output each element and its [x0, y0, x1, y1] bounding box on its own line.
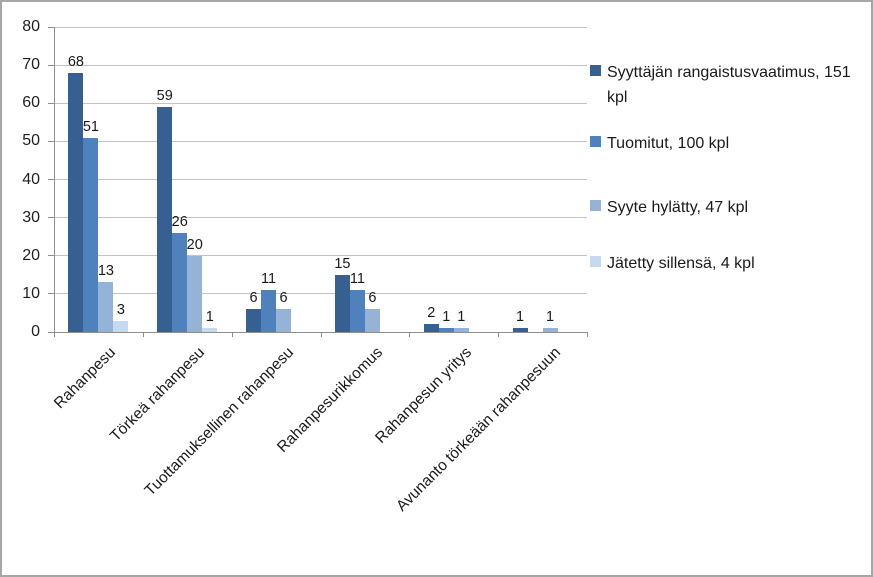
- legend-item: Tuomitut, 100 kpl: [590, 131, 859, 156]
- bar: [438, 328, 454, 332]
- data-label: 15: [334, 255, 351, 272]
- data-label: 26: [171, 213, 188, 230]
- data-label: 6: [249, 290, 258, 307]
- x-axis-tick: [409, 332, 411, 337]
- y-axis-tick-label: 10: [22, 284, 40, 302]
- data-label: 1: [516, 309, 525, 326]
- y-axis-tick-label: 60: [22, 94, 40, 112]
- bar: [512, 328, 528, 332]
- x-axis-tick: [231, 332, 233, 337]
- data-label: 6: [368, 290, 377, 307]
- data-label: 3: [116, 301, 125, 318]
- data-label: 51: [82, 118, 99, 135]
- legend-label: Tuomitut, 100 kpl: [607, 135, 730, 152]
- legend-color-swatch: [590, 65, 601, 76]
- bar: [261, 290, 277, 332]
- x-axis-tick: [142, 332, 144, 337]
- data-label: 1: [457, 309, 466, 326]
- bar: [157, 107, 173, 332]
- y-axis-tick-label: 70: [22, 56, 40, 74]
- bar: [187, 255, 203, 332]
- x-axis-line: [48, 332, 587, 333]
- y-axis-tick: [48, 217, 54, 219]
- data-label: 2: [427, 305, 436, 322]
- legend: Syyttäjän rangaistusvaatimus, 151 kpl Tuo…: [590, 2, 866, 575]
- gridline: [54, 179, 587, 180]
- y-axis-line: [54, 27, 55, 332]
- y-axis-tick: [48, 293, 54, 295]
- data-label: 1: [442, 309, 451, 326]
- y-axis-tick: [48, 26, 54, 28]
- legend-item: Syyttäjän rangaistusvaatimus, 151 kpl: [590, 60, 859, 110]
- y-axis-tick-label: 40: [22, 170, 40, 188]
- bar: [423, 324, 439, 332]
- legend-label: Jätetty sillensä, 4 kpl: [607, 255, 755, 272]
- legend-color-swatch: [590, 136, 601, 147]
- legend-label: Syyte hylätty, 47 kpl: [607, 199, 749, 216]
- y-axis-tick-label: 30: [22, 208, 40, 226]
- data-label: 11: [349, 271, 365, 288]
- legend-color-swatch: [590, 200, 601, 211]
- bar: [172, 232, 188, 332]
- y-axis-tick: [48, 255, 54, 257]
- y-axis-tick-label: 20: [22, 246, 40, 264]
- legend-color-swatch: [590, 256, 601, 267]
- y-axis-tick-label: 0: [31, 323, 40, 340]
- gridline: [54, 140, 587, 142]
- gridline: [54, 64, 587, 66]
- x-axis-tick: [54, 332, 55, 337]
- plot-area: 68 59 6 15 2 1 51 26 11 11 1 13 20 6 6 1 1 3 1: [54, 26, 587, 332]
- y-axis-tick: [48, 102, 54, 104]
- data-label: 11: [261, 271, 277, 288]
- x-axis-tick: [320, 332, 322, 337]
- bar: [83, 137, 99, 332]
- bar: [334, 274, 350, 332]
- data-label: 68: [67, 53, 84, 70]
- gridline: [54, 255, 587, 257]
- data-label: 59: [156, 88, 173, 105]
- data-label: 6: [279, 290, 288, 307]
- bar: [68, 72, 84, 332]
- bar: [542, 328, 558, 332]
- data-label: 13: [97, 263, 114, 280]
- bar: [113, 320, 129, 332]
- bar: [276, 309, 292, 332]
- gridline: [54, 293, 587, 295]
- data-label: 1: [546, 309, 555, 326]
- y-axis-tick: [48, 64, 54, 66]
- bar: [202, 328, 218, 332]
- legend-item: Syyte hylätty, 47 kpl: [590, 195, 859, 220]
- bar: [453, 328, 469, 332]
- data-label: 20: [186, 236, 203, 253]
- bar: [98, 282, 114, 332]
- legend-label: Syyttäjän rangaistusvaatimus, 151 kpl: [607, 64, 851, 106]
- x-axis-tick: [587, 332, 588, 337]
- bar: [349, 290, 365, 332]
- gridline: [54, 217, 587, 219]
- gridline: [54, 26, 587, 28]
- gridline: [54, 102, 587, 104]
- legend-item: Jätetty sillensä, 4 kpl: [590, 251, 859, 276]
- y-axis-tick-label: 80: [22, 18, 40, 35]
- y-axis-tick: [48, 179, 54, 180]
- x-axis-tick: [498, 332, 500, 337]
- bar: [246, 309, 262, 332]
- y-axis-tick: [48, 140, 54, 142]
- bar: [364, 309, 380, 332]
- y-axis-tick-label: 50: [22, 132, 40, 150]
- data-label: 1: [205, 309, 214, 326]
